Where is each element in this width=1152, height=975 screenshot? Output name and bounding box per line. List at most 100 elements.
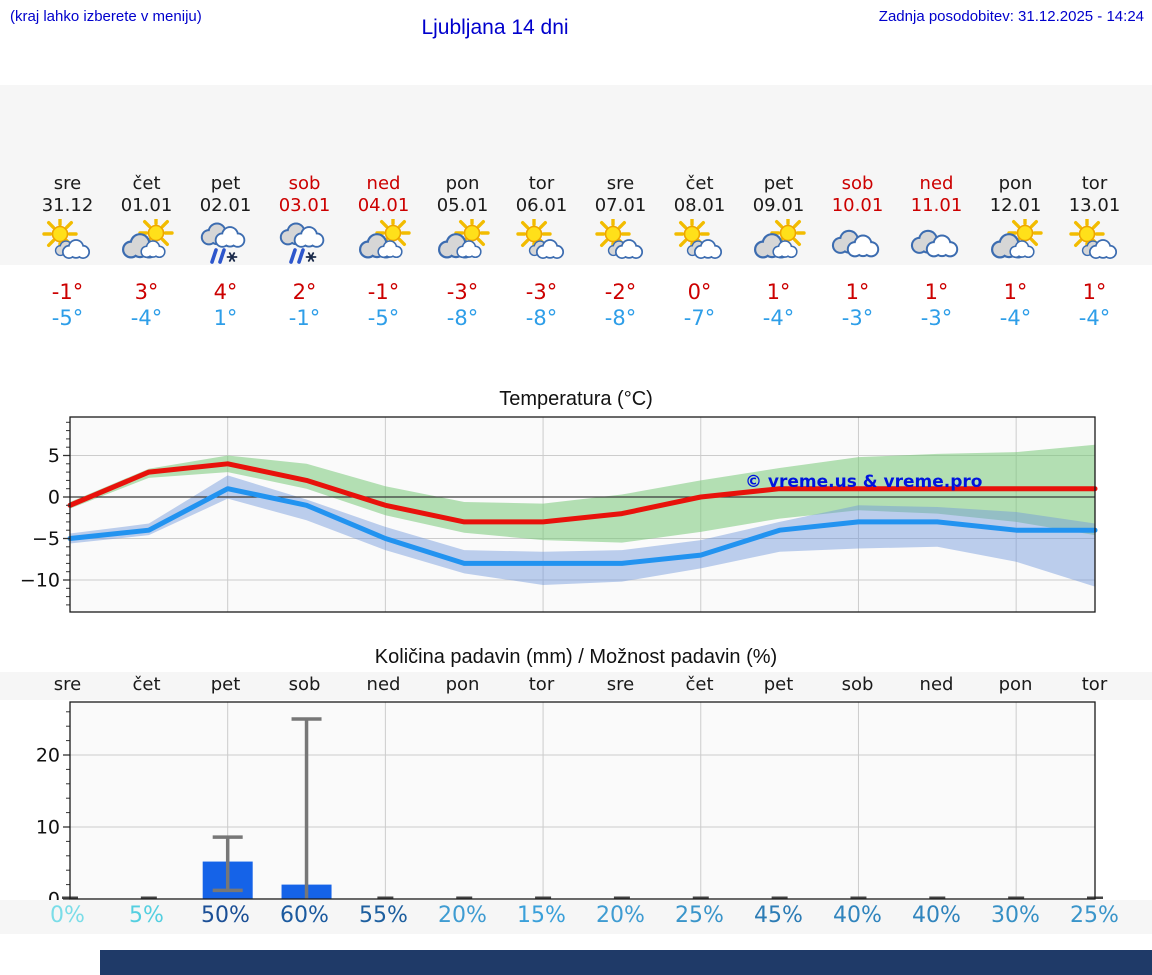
max-temperature-line xyxy=(67,461,1098,525)
sun-disc xyxy=(147,224,164,242)
sun-ray xyxy=(397,238,406,247)
day-date: 06.01 xyxy=(515,195,568,216)
cloud-sun-icon xyxy=(990,219,1043,259)
weather-icon-holder xyxy=(186,219,265,275)
precip-day-label-14: tor xyxy=(1081,674,1108,695)
precip-probability-9: 25% xyxy=(675,903,724,928)
day-date: 01.01 xyxy=(120,195,173,216)
precip-probability-12: 40% xyxy=(912,903,961,928)
day-max-temp: 1° xyxy=(845,280,870,304)
trace-precip-marker xyxy=(456,896,473,899)
precipitation-chart-title: Količina padavin (mm) / Možnost padavin … xyxy=(374,646,778,668)
temp-ytick-label: 0 xyxy=(48,487,60,509)
day-date: 31.12 xyxy=(41,195,94,216)
day-column-4[interactable]: sob 03.01 2° -1° xyxy=(265,173,344,331)
day-column-1[interactable]: sre 31.12 -1° -5° xyxy=(28,173,107,331)
precip-day-label-6: pon xyxy=(445,674,480,695)
day-date: 13.01 xyxy=(1068,195,1121,216)
day-column-9[interactable]: čet 08.01 0° -7° xyxy=(660,173,739,331)
precip-probability-3: 50% xyxy=(201,903,250,928)
last-update-text: Zadnja posodobitev: 31.12.2025 - 14:24 xyxy=(878,8,1144,25)
weather-icon-holder xyxy=(739,219,818,275)
cloud-shape xyxy=(1088,239,1117,259)
day-column-2[interactable]: čet 01.01 3° -4° xyxy=(107,173,186,331)
day-min-temp: -1° xyxy=(288,306,321,330)
footer-bar xyxy=(100,950,1152,975)
trace-precip-marker xyxy=(613,896,630,899)
day-column-12[interactable]: ned 11.01 1° -3° xyxy=(897,173,976,331)
day-name: ned xyxy=(366,173,401,194)
trace-precip-marker xyxy=(692,896,709,899)
day-max-temp: -3° xyxy=(446,280,479,304)
day-min-temp: -7° xyxy=(683,306,716,330)
day-max-temp: 1° xyxy=(1082,280,1107,304)
precip-probability-14: 25% xyxy=(1070,903,1119,928)
day-date: 08.01 xyxy=(673,195,726,216)
precip-probability-labels: 0% 5% 50% 60% 55% 20% 15% 20% 25% 45% 40% 40% 30% 25% xyxy=(28,903,1134,928)
precip-probability-4: 60% xyxy=(280,903,329,928)
weather-icon-holder xyxy=(265,219,344,275)
cloud-shape xyxy=(455,240,482,259)
day-name: pon xyxy=(998,173,1033,194)
sun-disc xyxy=(1078,225,1095,243)
day-date: 10.01 xyxy=(831,195,884,216)
day-strip: sre 31.12 -1° -5° čet 01.01 3° -4° pet 02.01 4° 1° s… xyxy=(28,173,1134,331)
rain-streak xyxy=(296,248,305,264)
cloudy-icon xyxy=(910,229,958,258)
sun-disc xyxy=(779,224,796,242)
sun-cloud-icon xyxy=(1068,219,1117,259)
sun-disc xyxy=(51,225,68,243)
temperature-chart-title: Temperatura (°C) xyxy=(499,388,653,410)
sun-ray xyxy=(678,220,687,229)
trace-precip-marker xyxy=(929,896,946,899)
day-column-7[interactable]: tor 06.01 -3° -8° xyxy=(502,173,581,331)
sun-disc xyxy=(463,224,480,242)
day-min-temp: -3° xyxy=(920,306,953,330)
precip-day-label-10: pet xyxy=(763,674,794,695)
cloud-shape xyxy=(614,239,643,259)
day-max-temp: 1° xyxy=(766,280,791,304)
sun-ray xyxy=(599,220,608,229)
day-max-temp: 3° xyxy=(134,280,159,304)
day-date: 05.01 xyxy=(436,195,489,216)
cloud-sun-icon xyxy=(437,219,490,259)
day-column-8[interactable]: sre 07.01 -2° -8° xyxy=(581,173,660,331)
day-column-11[interactable]: sob 10.01 1° -3° xyxy=(818,173,897,331)
trace-precip-marker xyxy=(850,896,867,899)
day-column-13[interactable]: pon 12.01 1° -4° xyxy=(976,173,1055,331)
day-name: čet xyxy=(685,173,714,194)
sun-ray xyxy=(1073,239,1082,248)
day-name: pon xyxy=(445,173,480,194)
precip-day-label-11: sob xyxy=(841,674,874,695)
day-date: 04.01 xyxy=(357,195,410,216)
precip-day-label-3: pet xyxy=(210,674,241,695)
day-max-temp: 1° xyxy=(924,280,949,304)
day-column-3[interactable]: pet 02.01 4° 1° xyxy=(186,173,265,331)
cloud-shape xyxy=(846,234,879,258)
sun-ray xyxy=(678,239,687,248)
precip-day-label-8: sre xyxy=(606,674,635,695)
day-column-5[interactable]: ned 04.01 -1° -5° xyxy=(344,173,423,331)
day-name: sre xyxy=(53,173,82,194)
sleet-icon xyxy=(279,222,324,264)
day-column-14[interactable]: tor 13.01 1° -4° xyxy=(1055,173,1134,331)
cloud-shape xyxy=(214,226,245,248)
sun-disc xyxy=(604,225,621,243)
watermark-link[interactable]: © vreme.us & vreme.pro xyxy=(745,472,982,492)
day-max-temp: -2° xyxy=(604,280,637,304)
weather-icon-holder xyxy=(423,219,502,275)
day-column-10[interactable]: pet 09.01 1° -4° xyxy=(739,173,818,331)
sun-disc xyxy=(683,225,700,243)
sun-ray xyxy=(774,219,783,228)
precip-day-label-12: ned xyxy=(919,674,954,695)
day-column-6[interactable]: pon 05.01 -3° -8° xyxy=(423,173,502,331)
day-max-temp: 0° xyxy=(687,280,712,304)
sun-ray xyxy=(520,220,529,229)
min-temperature-line xyxy=(67,486,1098,566)
weather-icon-holder xyxy=(28,219,107,275)
sun-ray xyxy=(538,220,547,229)
precip-ytick-label: 10 xyxy=(36,817,60,839)
sun-ray xyxy=(1091,220,1100,229)
sun-ray xyxy=(379,219,388,228)
sun-ray xyxy=(696,220,705,229)
